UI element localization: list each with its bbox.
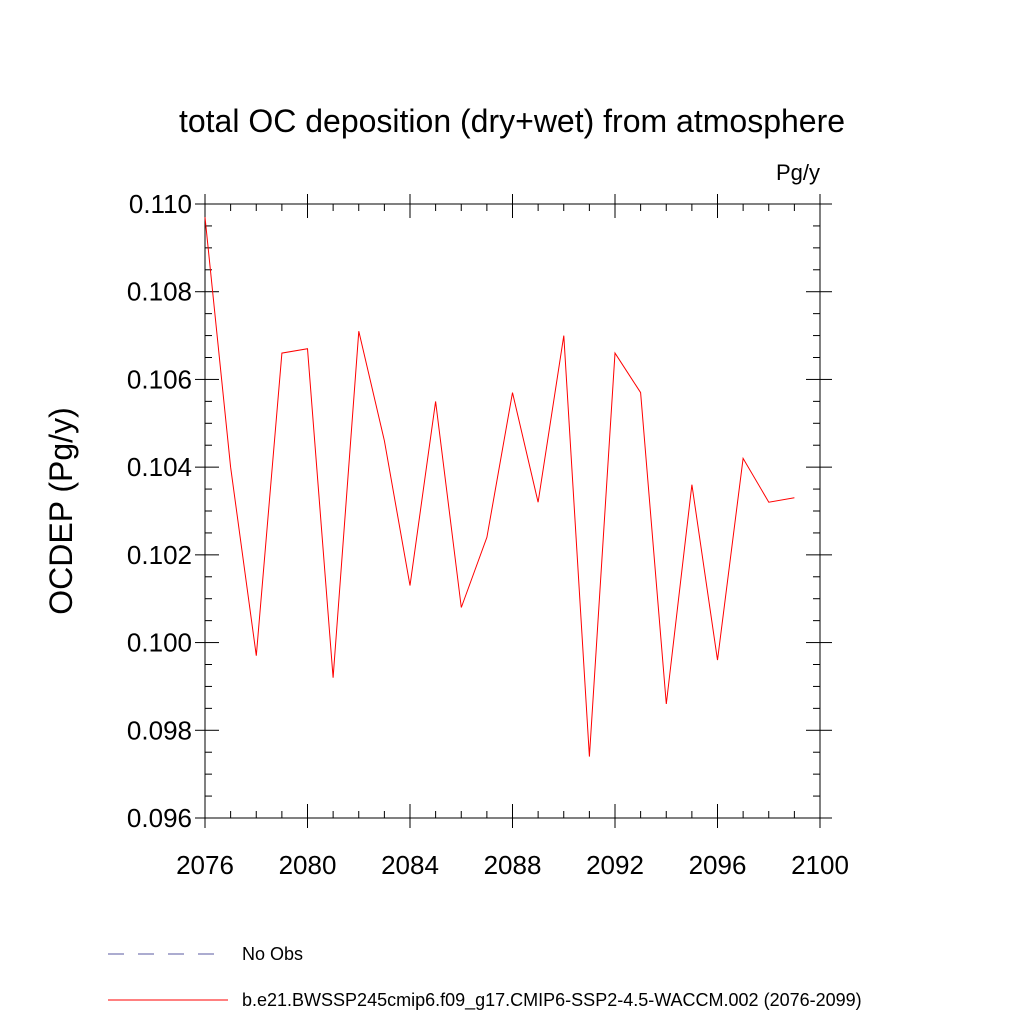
y-tick-label: 0.108 <box>127 277 192 307</box>
y-axis-label: OCDEP (Pg/y) <box>43 407 79 614</box>
y-tick-label: 0.096 <box>127 803 192 833</box>
chart-title: total OC deposition (dry+wet) from atmos… <box>179 103 845 139</box>
legend-label: No Obs <box>242 944 303 964</box>
series-layer <box>204 217 795 757</box>
y-tick-label: 0.104 <box>127 452 192 482</box>
y-tick-label: 0.100 <box>127 628 192 658</box>
y-tick-label: 0.102 <box>127 540 192 570</box>
y-tick-label: 0.098 <box>127 715 192 745</box>
x-tick-label: 2084 <box>381 850 439 880</box>
y-axis: 0.096 0.098 0.100 0.102 0.104 0.106 0.108 0.110 <box>127 189 832 833</box>
x-tick-label: 2080 <box>279 850 337 880</box>
series-line <box>204 217 795 757</box>
legend: No Obs b.e21.BWSSP245cmip6.f09_g17.CMIP6-… <box>108 944 862 1011</box>
units-label: Pg/y <box>776 160 820 185</box>
x-axis: 2076 2080 2084 2088 2092 2096 2100 <box>176 194 849 880</box>
x-tick-label: 2096 <box>689 850 747 880</box>
x-tick-label: 2100 <box>791 850 849 880</box>
x-tick-label: 2076 <box>176 850 234 880</box>
y-tick-label: 0.106 <box>127 364 192 394</box>
legend-label: b.e21.BWSSP245cmip6.f09_g17.CMIP6-SSP2-4… <box>242 990 862 1011</box>
x-tick-label: 2088 <box>484 850 542 880</box>
x-tick-label: 2092 <box>586 850 644 880</box>
y-tick-label: 0.110 <box>129 189 192 219</box>
plot-frame <box>204 203 821 819</box>
